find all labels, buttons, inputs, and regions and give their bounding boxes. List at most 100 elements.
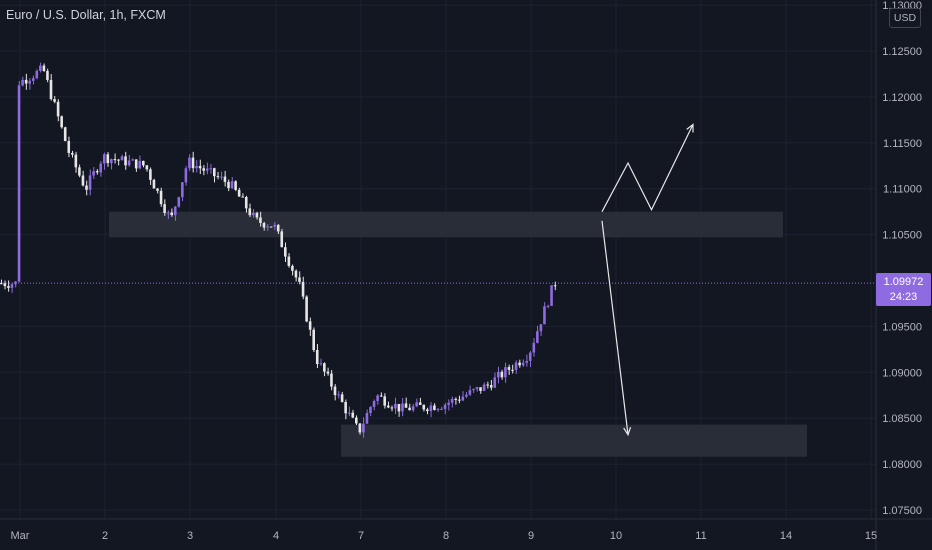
candle-bull: [468, 390, 472, 395]
price-tick-label: 1.11500: [883, 138, 922, 150]
candle-bear: [49, 79, 53, 100]
currency-label[interactable]: USD: [889, 8, 921, 28]
candle-bull: [443, 404, 447, 409]
time-tick-label: 15: [865, 530, 877, 542]
time-axis[interactable]: Mar 2 3 4 7 8 9 10 11 14 15: [0, 518, 932, 542]
candle-bear: [386, 405, 390, 408]
candle-bear: [358, 423, 362, 433]
candle-bull: [230, 181, 234, 189]
candle-bull: [514, 362, 518, 370]
candle-bear: [216, 176, 220, 178]
candle-bull: [525, 360, 528, 363]
candle-bear: [355, 417, 358, 424]
price-tick-label: 1.12500: [882, 46, 922, 58]
candle-bull: [127, 160, 131, 166]
candle-bear: [383, 396, 386, 406]
candle-bear: [323, 363, 326, 372]
candle-bear: [227, 181, 230, 189]
candle-bear: [379, 395, 383, 397]
candle-bear: [85, 185, 88, 190]
candle-bull: [120, 156, 124, 161]
candle-bull: [39, 65, 42, 71]
candle-bull: [31, 78, 35, 81]
candle-bull: [138, 160, 142, 169]
support-zone: [341, 424, 807, 457]
candle-bear: [248, 208, 252, 216]
time-tick-label: 11: [695, 530, 706, 542]
candle-bear: [74, 154, 78, 168]
time-tick-label: 4: [273, 530, 279, 542]
candle-bear: [326, 371, 330, 374]
candle-bear: [404, 403, 408, 408]
candle-bear: [284, 247, 287, 257]
candle-bull: [21, 79, 24, 86]
candle-bear: [422, 404, 426, 410]
candle-bear: [280, 231, 284, 248]
candle-bull: [365, 412, 369, 424]
candle-bull: [17, 85, 21, 282]
candle-bull: [472, 389, 475, 391]
candle-bear: [198, 165, 202, 169]
candle-bear: [305, 296, 308, 322]
candle-bull: [92, 171, 95, 176]
last-price-tag: 1.09972 24:23: [876, 273, 931, 306]
candle-bear: [163, 204, 166, 213]
candle-bull: [550, 285, 553, 306]
candle-bull: [415, 402, 418, 407]
candle-bear: [276, 224, 280, 232]
candle-bear: [46, 70, 49, 80]
candle-bear: [63, 127, 67, 142]
candle-bear: [259, 217, 262, 223]
candle-bear: [191, 157, 195, 169]
candle-bear: [241, 196, 244, 198]
candle-bear: [156, 188, 159, 191]
candle-bull: [177, 197, 181, 207]
candle-bear: [95, 171, 99, 173]
candle-bear: [553, 285, 557, 287]
candle-bull: [209, 168, 213, 170]
price-tick-label: 1.09000: [882, 367, 922, 379]
candle-bull: [536, 331, 539, 343]
candle-bear: [507, 367, 511, 370]
candle-bear: [298, 277, 301, 282]
candle-bull: [184, 168, 188, 183]
candle-bull: [181, 182, 184, 198]
candle-bull: [493, 377, 497, 388]
candle-bull: [220, 176, 223, 178]
price-tick-label: 1.08500: [882, 413, 922, 425]
candle-bull: [436, 408, 440, 410]
candle-bull: [88, 175, 92, 190]
candle-bear: [287, 256, 291, 266]
candle-bear: [60, 116, 63, 128]
candle-bull: [447, 402, 450, 405]
time-tick-label: 7: [358, 530, 364, 542]
candle-bear: [42, 65, 46, 71]
candle-bear: [479, 387, 482, 391]
candle-bear: [518, 362, 521, 366]
candle-bear: [511, 369, 514, 371]
candle-bear: [312, 329, 315, 350]
time-tick-label: 8: [443, 530, 449, 542]
time-tick-label: 10: [610, 530, 622, 542]
candle-bull: [440, 408, 443, 410]
candle-bear: [145, 165, 149, 170]
candle-bull: [35, 70, 39, 79]
candle-bull: [497, 371, 500, 378]
candle-bear: [408, 407, 411, 411]
candle-bull: [205, 168, 209, 171]
bearish-projection-path: [601, 220, 629, 435]
candle-bear: [344, 401, 347, 414]
candle-bull: [166, 212, 170, 214]
candle-bull: [429, 405, 433, 412]
candle-bear: [56, 101, 60, 117]
time-tick-label: 9: [528, 530, 534, 542]
candle-bear: [489, 385, 493, 388]
candle-bear: [223, 176, 227, 182]
candle-bull: [411, 406, 415, 411]
candle-bear: [454, 398, 457, 400]
candle-bear: [234, 181, 237, 190]
candle-bull: [475, 387, 479, 390]
candle-bear: [149, 169, 152, 180]
candle-bear: [340, 394, 344, 402]
